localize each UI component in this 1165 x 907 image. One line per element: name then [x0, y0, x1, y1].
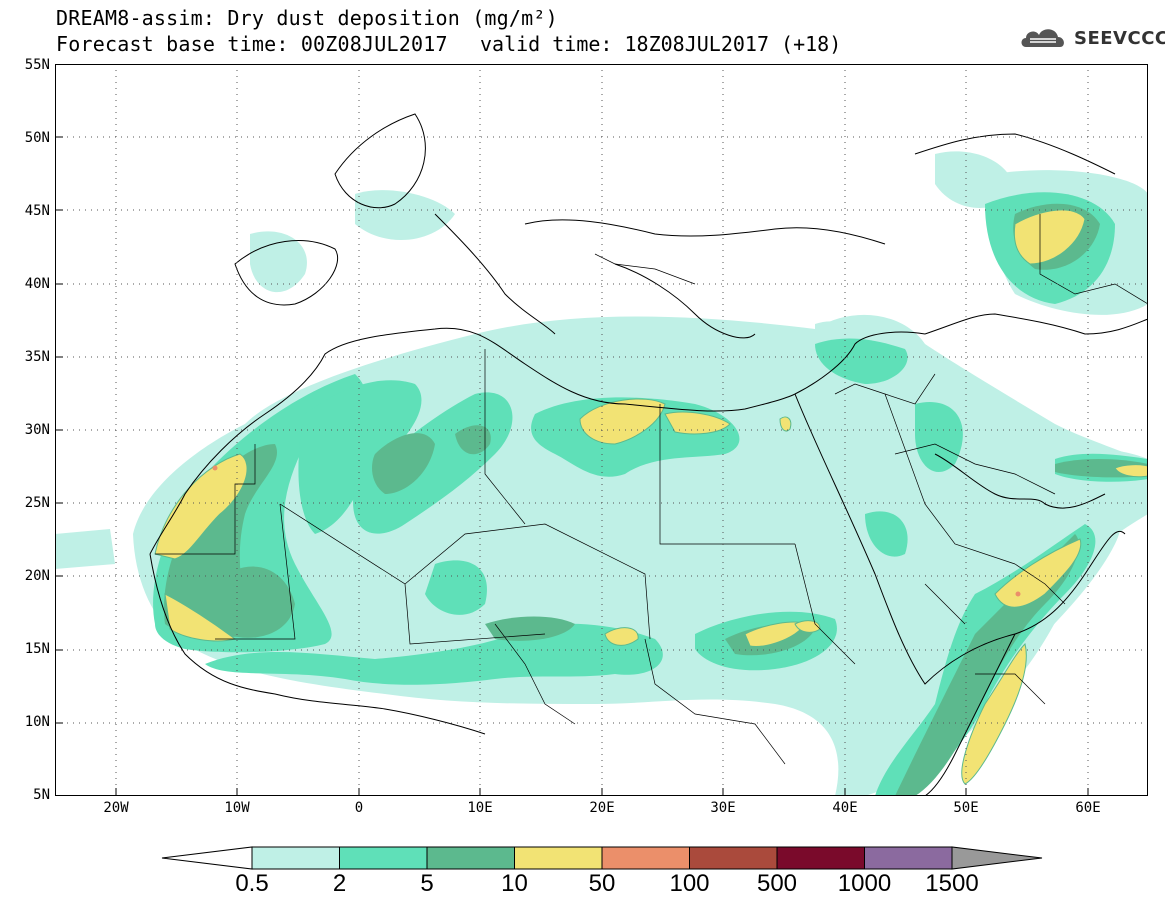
lat-label: 45N — [24, 203, 50, 219]
colorbar-label: 5 — [420, 870, 434, 897]
cloud-icon — [1021, 29, 1064, 47]
colorbar-over-arrow — [951, 846, 1043, 870]
coastlines — [149, 113, 1148, 796]
lat-label: 50N — [24, 130, 50, 146]
map-frame — [55, 64, 1148, 796]
graticule — [55, 64, 1148, 796]
lat-label: 55N — [24, 57, 50, 73]
map-title: DREAM8-assim: Dry dust deposition (mg/m²… — [56, 6, 558, 30]
dust-field-high — [154, 209, 1148, 785]
logo-text: SEEVCCC — [1074, 27, 1165, 49]
colorbar-label: 50 — [588, 870, 616, 897]
colorbar-label: 1500 — [925, 870, 979, 897]
hotspot-marker — [212, 465, 218, 471]
lon-label: 10W — [224, 800, 250, 816]
lat-label: 35N — [24, 349, 50, 365]
axis-ticks — [55, 136, 1089, 796]
lon-label: 10E — [467, 800, 493, 816]
colorbar-bin — [251, 846, 340, 870]
valid-time: valid time: 18Z08JUL2017 (+18) — [480, 32, 842, 56]
lat-label: 30N — [24, 422, 50, 438]
lat-label: 15N — [24, 641, 50, 657]
lon-label: 20W — [103, 800, 129, 816]
colorbar — [161, 846, 1043, 870]
base-time: Forecast base time: 00Z08JUL2017 — [56, 32, 448, 56]
seevccc-logo: SEEVCCC — [1018, 25, 1165, 51]
lat-label: 40N — [24, 276, 50, 292]
lon-label: 30E — [710, 800, 736, 816]
lon-label: 60E — [1075, 800, 1101, 816]
colorbar-under-arrow — [161, 846, 253, 870]
lat-label: 5N — [33, 787, 50, 803]
lat-label: 10N — [24, 714, 50, 730]
lat-label: 20N — [24, 568, 50, 584]
colorbar-label: 10 — [501, 870, 528, 897]
colorbar-label: 2 — [332, 870, 347, 897]
colorbar-bin — [776, 846, 865, 870]
colorbar-bin — [514, 846, 603, 870]
lon-label: 0 — [354, 800, 364, 816]
lon-label: 20E — [589, 800, 615, 816]
colorbar-bin — [689, 846, 778, 870]
colorbar-bin — [864, 846, 953, 870]
map-panel — [55, 64, 1148, 796]
lon-label: 40E — [832, 800, 858, 816]
colorbar-label: 1000 — [837, 870, 892, 897]
country-borders — [155, 214, 1148, 765]
lon-label: 50E — [953, 800, 979, 816]
colorbar-label: 100 — [669, 870, 710, 897]
hotspot-marker — [1015, 591, 1021, 597]
colorbar-bin — [426, 846, 515, 870]
colorbar-bin — [339, 846, 428, 870]
colorbar-label: 0.5 — [235, 870, 269, 897]
lat-label: 25N — [24, 495, 50, 511]
colorbar-bin — [601, 846, 690, 870]
colorbar-label: 500 — [756, 870, 798, 897]
